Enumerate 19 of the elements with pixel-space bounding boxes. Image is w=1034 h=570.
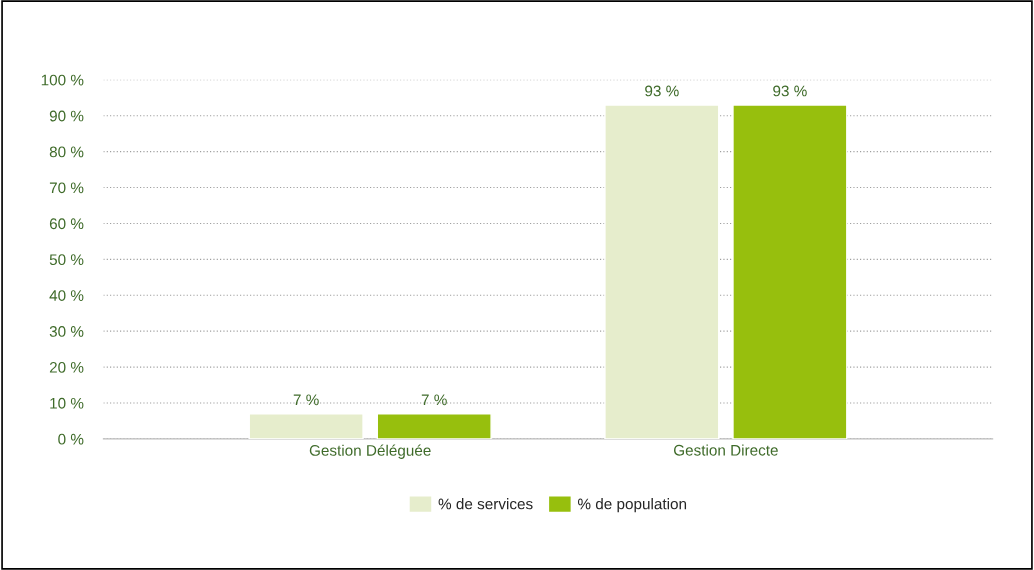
- y-tick-label: 80 %: [49, 146, 84, 158]
- data-label: 93 %: [773, 85, 807, 97]
- y-tick-label: 10 %: [50, 397, 84, 409]
- x-tick-label: Gestion Déléguée: [309, 444, 431, 459]
- legend-label: % de services: [438, 498, 533, 510]
- data-label: 93 %: [645, 85, 679, 97]
- y-tick-label: 20 %: [49, 361, 84, 373]
- y-tick-label: 100 %: [41, 74, 84, 86]
- x-tick-label: Gestion Directe: [674, 444, 778, 456]
- y-tick-label: 90 %: [49, 110, 84, 122]
- y-tick-label: 50 %: [49, 254, 84, 266]
- y-tick-label: 70 %: [49, 182, 84, 194]
- y-tick-label: 60 %: [49, 218, 84, 230]
- y-tick-label: 40 %: [49, 290, 84, 301]
- y-tick-label: 0 %: [58, 433, 84, 445]
- data-label: 7 %: [421, 394, 447, 406]
- data-label: 7 %: [293, 394, 319, 406]
- y-tick-label: 30 %: [49, 326, 84, 337]
- legend-label: % de population: [577, 498, 687, 513]
